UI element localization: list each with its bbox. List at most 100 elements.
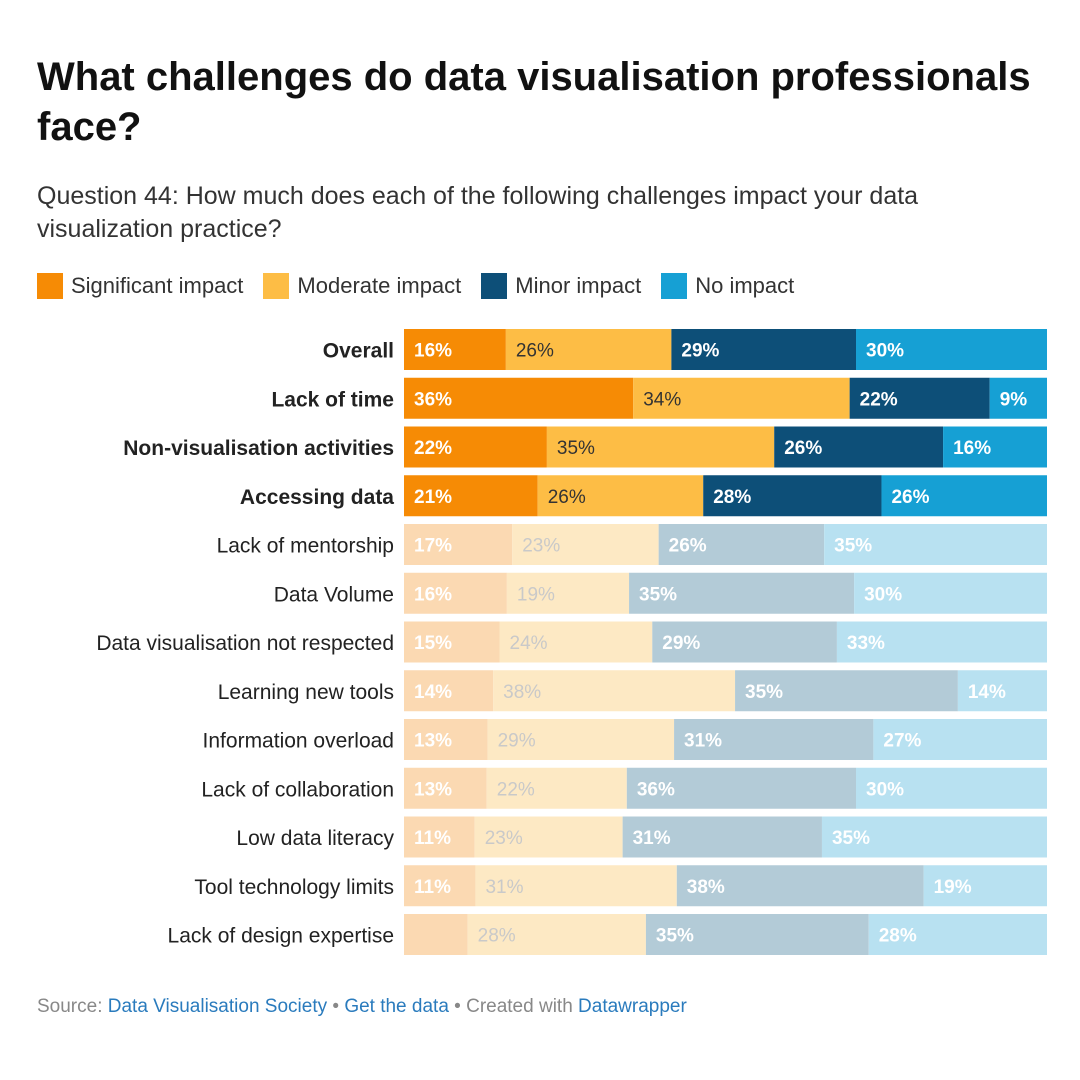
bar-segment-information-overload-moderate-impact[interactable] — [487, 719, 675, 760]
legend-item-none[interactable]: No impact — [661, 273, 794, 299]
bar-segment-information-overload-minor-impact[interactable] — [674, 719, 874, 760]
bar-segment-lack-of-time-no-impact[interactable] — [989, 377, 1047, 419]
category-label-data-volume: Data Volume — [274, 583, 394, 606]
footer: Source: Data Visualisation Society • Get… — [37, 996, 687, 1018]
bar-segment-tool-technology-limits-moderate-impact[interactable] — [475, 865, 677, 907]
category-label-non-visualisation-activities: Non-visualisation activities — [123, 437, 394, 460]
legend-label-moderate: Moderate impact — [297, 273, 462, 298]
bar-segment-lack-of-design-expertise-no-impact[interactable] — [868, 914, 1047, 955]
bar-segment-low-data-literacy-minor-impact[interactable] — [622, 816, 822, 858]
category-label-overall: Overall — [323, 340, 394, 363]
bar-segment-overall-moderate-impact[interactable] — [505, 329, 672, 370]
bar-segment-overall-minor-impact[interactable] — [671, 329, 857, 370]
bar-segment-lack-of-collaboration-minor-impact[interactable] — [626, 767, 857, 809]
value-label-lack-of-collaboration-minor-impact: 36% — [637, 779, 675, 800]
bar-segment-learning-new-tools-minor-impact[interactable] — [735, 670, 958, 712]
value-label-information-overload-no-impact: 27% — [883, 731, 921, 752]
bar-segment-non-visualisation-activities-minor-impact[interactable] — [774, 426, 944, 468]
bar-segment-lack-of-design-expertise-minor-impact[interactable] — [645, 914, 869, 955]
category-label-lack-of-mentorship: Lack of mentorship — [217, 535, 394, 558]
legend-label-none: No impact — [695, 273, 795, 298]
bar-segment-lack-of-design-expertise-moderate-impact[interactable] — [467, 914, 646, 955]
bar-segment-learning-new-tools-no-impact[interactable] — [957, 670, 1047, 712]
bar-segment-data-volume-moderate-impact[interactable] — [506, 572, 630, 614]
value-label-overall-significant-impact: 16% — [414, 341, 452, 362]
category-label-lack-of-time: Lack of time — [271, 388, 394, 411]
bar-segment-information-overload-no-impact[interactable] — [873, 719, 1047, 760]
category-label-lack-of-collaboration: Lack of collaboration — [201, 778, 394, 801]
value-label-lack-of-collaboration-significant-impact: 13% — [414, 779, 452, 800]
legend-item-minor[interactable]: Minor impact — [481, 273, 641, 299]
value-label-lack-of-time-moderate-impact: 34% — [643, 389, 681, 410]
value-label-accessing-data-significant-impact: 21% — [414, 487, 452, 508]
value-label-low-data-literacy-no-impact: 35% — [832, 828, 870, 849]
value-label-data-visualisation-not-respected-significant-impact: 15% — [414, 633, 452, 654]
category-label-learning-new-tools: Learning new tools — [218, 681, 394, 704]
bar-segment-data-volume-minor-impact[interactable] — [629, 572, 855, 614]
bar-segment-accessing-data-moderate-impact[interactable] — [537, 475, 704, 517]
footer-source-prefix: Source: — [37, 996, 108, 1017]
value-label-tool-technology-limits-minor-impact: 38% — [687, 877, 725, 898]
get-data-link[interactable]: Get the data — [344, 996, 449, 1017]
bar-segment-lack-of-mentorship-significant-impact[interactable] — [404, 524, 513, 565]
bar-segment-lack-of-collaboration-significant-impact[interactable] — [404, 767, 487, 809]
value-label-overall-moderate-impact: 26% — [516, 341, 554, 362]
bar-segment-accessing-data-no-impact[interactable] — [881, 475, 1047, 517]
category-label-lack-of-design-expertise: Lack of design expertise — [168, 925, 394, 948]
bar-segment-lack-of-design-expertise-significant-impact[interactable] — [404, 914, 468, 955]
bar-segment-lack-of-mentorship-no-impact[interactable] — [824, 524, 1047, 565]
bar-segment-tool-technology-limits-minor-impact[interactable] — [676, 865, 924, 907]
bar-segment-information-overload-significant-impact[interactable] — [404, 719, 488, 760]
bar-segment-lack-of-mentorship-minor-impact[interactable] — [658, 524, 825, 565]
value-label-accessing-data-minor-impact: 28% — [713, 487, 751, 508]
bar-segment-data-visualisation-not-respected-no-impact[interactable] — [836, 621, 1047, 663]
value-label-low-data-literacy-significant-impact: 11% — [414, 828, 451, 849]
bar-segment-low-data-literacy-no-impact[interactable] — [821, 816, 1047, 858]
bar-segment-low-data-literacy-moderate-impact[interactable] — [474, 816, 623, 858]
bar-segment-lack-of-collaboration-moderate-impact[interactable] — [486, 767, 627, 809]
bar-segment-accessing-data-significant-impact[interactable] — [404, 475, 538, 517]
bar-segment-non-visualisation-activities-significant-impact[interactable] — [404, 426, 547, 468]
value-label-lack-of-mentorship-no-impact: 35% — [834, 536, 872, 557]
value-label-lack-of-mentorship-significant-impact: 17% — [414, 536, 452, 557]
bar-segment-data-visualisation-not-respected-significant-impact[interactable] — [404, 621, 500, 663]
value-label-low-data-literacy-minor-impact: 31% — [633, 828, 671, 849]
bar-segment-low-data-literacy-significant-impact[interactable] — [404, 816, 475, 858]
source-link[interactable]: Data Visualisation Society — [107, 996, 328, 1017]
bar-segment-lack-of-time-minor-impact[interactable] — [849, 377, 990, 419]
bar-segment-lack-of-time-significant-impact[interactable] — [404, 377, 634, 419]
legend-swatch-none — [661, 273, 688, 299]
value-label-lack-of-time-no-impact: 9% — [1000, 389, 1028, 410]
bar-segment-lack-of-collaboration-no-impact[interactable] — [856, 767, 1047, 809]
datawrapper-link[interactable]: Datawrapper — [578, 996, 687, 1017]
bar-segment-overall-significant-impact[interactable] — [404, 329, 506, 370]
bar-segment-learning-new-tools-moderate-impact[interactable] — [493, 670, 736, 712]
value-label-tool-technology-limits-significant-impact: 11% — [414, 877, 451, 898]
value-label-accessing-data-moderate-impact: 26% — [548, 487, 586, 508]
footer-created-with: • Created with — [448, 996, 579, 1017]
value-label-data-visualisation-not-respected-no-impact: 33% — [847, 633, 885, 654]
legend-item-moderate[interactable]: Moderate impact — [263, 273, 461, 299]
bar-segment-data-visualisation-not-respected-moderate-impact[interactable] — [499, 621, 653, 663]
bar-segment-overall-no-impact[interactable] — [856, 329, 1047, 370]
legend-item-significant[interactable]: Significant impact — [37, 273, 243, 299]
bar-segment-data-volume-no-impact[interactable] — [854, 572, 1047, 614]
bar-segment-learning-new-tools-significant-impact[interactable] — [404, 670, 494, 712]
category-label-accessing-data: Accessing data — [240, 486, 394, 509]
category-label-data-visualisation-not-respected: Data visualisation not respected — [96, 632, 394, 655]
value-label-lack-of-collaboration-moderate-impact: 22% — [497, 779, 535, 800]
bar-segment-non-visualisation-activities-no-impact[interactable] — [943, 426, 1047, 468]
bar-segment-lack-of-time-moderate-impact[interactable] — [633, 377, 850, 419]
bar-segment-lack-of-mentorship-moderate-impact[interactable] — [512, 524, 659, 565]
value-label-information-overload-significant-impact: 13% — [414, 731, 452, 752]
value-label-non-visualisation-activities-no-impact: 16% — [953, 438, 991, 459]
bar-segment-accessing-data-minor-impact[interactable] — [703, 475, 882, 517]
bar-segment-non-visualisation-activities-moderate-impact[interactable] — [546, 426, 775, 468]
bar-segment-tool-technology-limits-significant-impact[interactable] — [404, 865, 476, 907]
bar-segment-tool-technology-limits-no-impact[interactable] — [923, 865, 1047, 907]
value-label-lack-of-time-minor-impact: 22% — [860, 389, 898, 410]
bar-segment-data-volume-significant-impact[interactable] — [404, 572, 507, 614]
bar-segment-data-visualisation-not-respected-minor-impact[interactable] — [652, 621, 837, 663]
